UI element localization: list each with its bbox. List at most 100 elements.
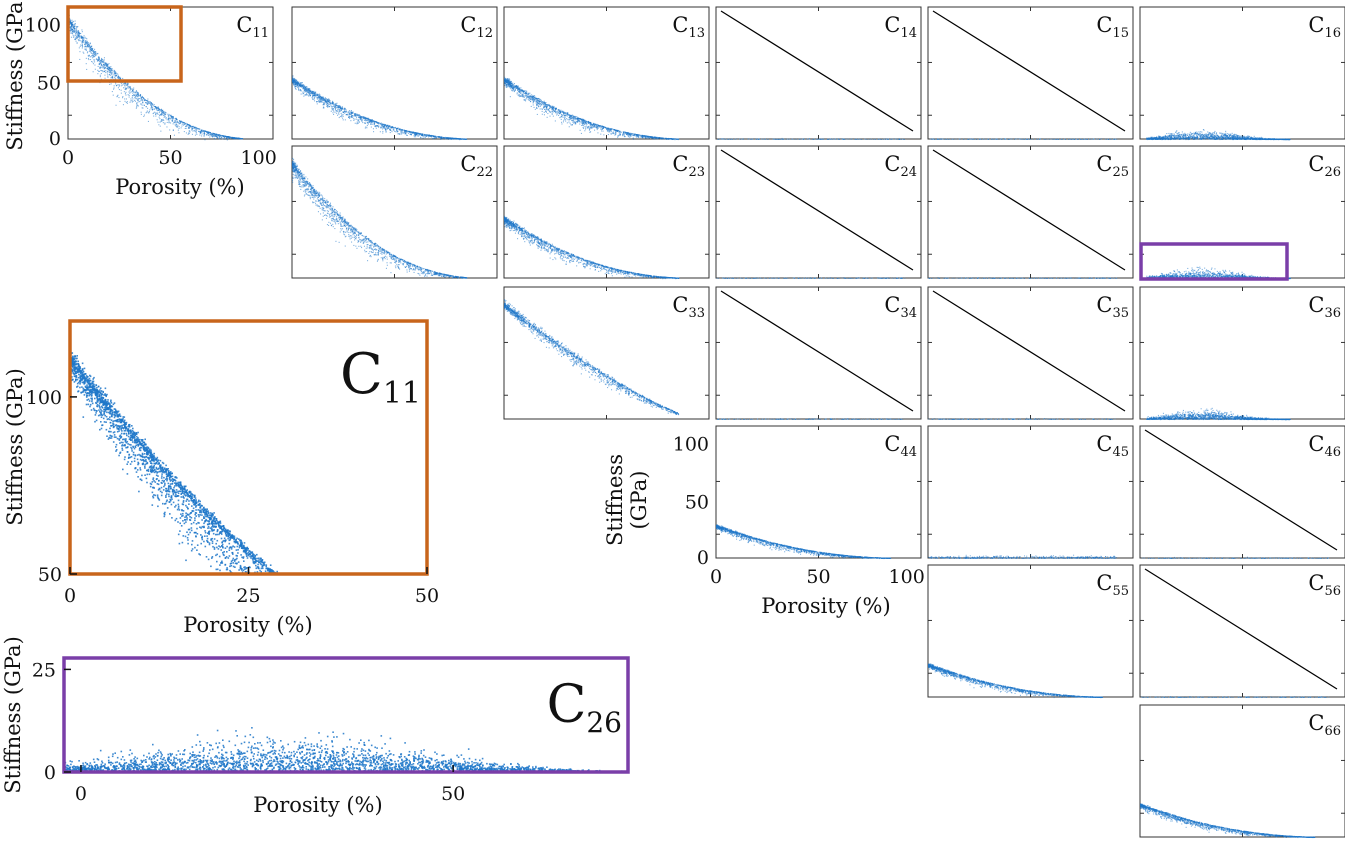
data-point <box>111 70 112 71</box>
data-point <box>103 67 104 68</box>
data-point <box>114 75 115 76</box>
data-point <box>80 33 81 34</box>
data-point <box>119 77 120 78</box>
data-point <box>87 46 88 47</box>
data-point <box>158 124 159 125</box>
data-point <box>142 108 143 109</box>
data-point <box>76 29 77 30</box>
data-point <box>76 27 77 28</box>
data-point <box>201 135 202 136</box>
data-point <box>164 123 165 124</box>
data-point <box>175 118 176 119</box>
data-point <box>136 103 137 104</box>
data-point <box>105 67 106 68</box>
data-point <box>155 116 156 117</box>
data-point <box>127 103 128 104</box>
data-point <box>87 43 88 44</box>
data-point <box>357 121 358 122</box>
data-point <box>236 137 237 138</box>
data-point <box>82 39 83 40</box>
data-point <box>149 101 150 102</box>
data-point <box>206 134 207 135</box>
data-point <box>77 34 78 35</box>
data-point <box>134 92 135 93</box>
data-point <box>78 40 79 41</box>
data-point <box>126 102 127 103</box>
data-point <box>143 97 144 98</box>
data-point <box>122 78 123 79</box>
data-point <box>169 120 170 121</box>
data-point <box>160 121 161 122</box>
data-point <box>308 96 309 97</box>
data-point <box>190 126 191 127</box>
data-point <box>114 85 115 86</box>
data-point <box>134 100 135 101</box>
data-point <box>105 72 106 73</box>
x-tick-label: 100 <box>241 147 277 169</box>
data-point <box>181 121 182 122</box>
data-point <box>216 134 217 135</box>
data-point <box>135 97 136 98</box>
data-point <box>75 38 76 39</box>
data-point <box>141 99 142 100</box>
data-point <box>73 37 74 38</box>
data-point <box>121 93 122 94</box>
data-point <box>115 73 116 74</box>
data-point <box>202 131 203 132</box>
data-point <box>231 138 232 139</box>
data-point <box>79 36 80 37</box>
data-point <box>129 87 130 88</box>
data-point <box>140 103 141 104</box>
data-point <box>151 102 152 103</box>
data-point <box>78 32 79 33</box>
data-point <box>163 115 164 116</box>
data-point <box>76 32 77 33</box>
data-point <box>99 64 100 65</box>
data-point <box>181 127 182 128</box>
data-point <box>94 56 95 57</box>
data-point <box>75 33 76 34</box>
data-point <box>204 134 205 135</box>
data-point <box>202 134 203 135</box>
data-point <box>132 93 133 94</box>
data-point <box>130 102 131 103</box>
panel-c12: C12 <box>292 7 497 140</box>
data-point <box>140 95 141 96</box>
data-point <box>114 87 115 88</box>
data-point <box>88 42 89 43</box>
data-point <box>82 46 83 47</box>
data-point <box>157 119 158 120</box>
data-point <box>137 96 138 97</box>
data-point <box>91 46 92 47</box>
data-point <box>192 134 193 135</box>
data-point <box>208 134 209 135</box>
data-point <box>293 75 294 76</box>
data-point <box>146 112 147 113</box>
data-point <box>237 138 238 139</box>
data-point <box>110 75 111 76</box>
data-point <box>98 58 99 59</box>
data-point <box>170 118 171 119</box>
data-point <box>109 84 110 85</box>
data-point <box>71 37 72 38</box>
data-point <box>165 118 166 119</box>
data-point <box>81 29 82 30</box>
data-point <box>141 114 142 115</box>
data-point <box>117 96 118 97</box>
data-point <box>176 122 177 123</box>
data-point <box>107 77 108 78</box>
data-point <box>77 38 78 39</box>
data-point <box>367 125 368 126</box>
data-point <box>182 124 183 125</box>
data-point <box>90 43 91 44</box>
data-point <box>143 116 144 117</box>
data-point <box>177 127 178 128</box>
data-point <box>77 42 78 43</box>
data-point <box>75 30 76 31</box>
data-point <box>102 70 103 71</box>
data-point <box>129 95 130 96</box>
data-point <box>112 76 113 77</box>
data-point <box>81 38 82 39</box>
data-point <box>142 102 143 103</box>
data-point <box>210 134 211 135</box>
